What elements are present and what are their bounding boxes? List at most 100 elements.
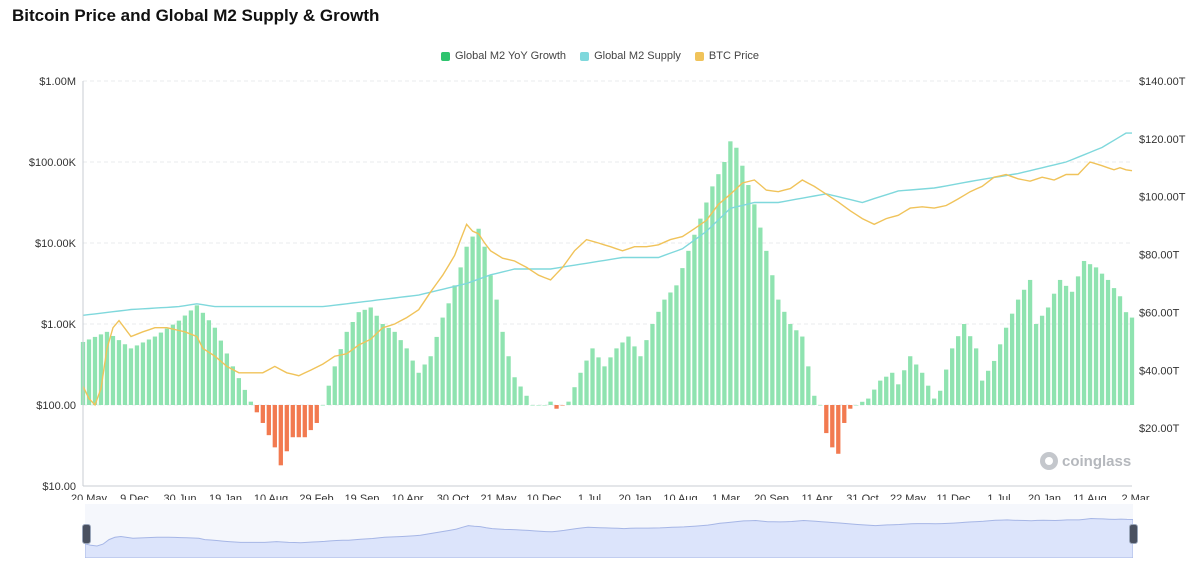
growth-bar	[1057, 279, 1063, 405]
growth-bar	[800, 336, 805, 405]
growth-bar	[979, 380, 985, 405]
growth-bar	[788, 324, 793, 405]
legend-item-btc-price[interactable]: BTC Price	[694, 50, 760, 62]
growth-bar	[650, 324, 655, 405]
left-axis-tick-label: $10.00	[42, 481, 76, 493]
growth-bar	[1087, 264, 1093, 405]
growth-bar	[320, 405, 325, 406]
growth-bar	[764, 250, 769, 405]
growth-bar	[932, 398, 937, 405]
growth-bar	[470, 236, 475, 405]
growth-bar	[920, 372, 925, 405]
navigator-left-handle[interactable]	[82, 524, 91, 544]
growth-bar	[746, 185, 751, 405]
growth-bar	[938, 390, 943, 405]
growth-bar	[662, 299, 667, 405]
growth-bar	[722, 162, 727, 405]
growth-bar	[1009, 313, 1015, 405]
growth-bar	[974, 348, 979, 405]
growth-bar-negative	[848, 405, 853, 409]
x-axis-tick-label: 9 Dec	[120, 493, 149, 500]
growth-bar	[1099, 273, 1105, 405]
growth-bar	[530, 405, 535, 406]
growth-bar	[680, 268, 685, 405]
left-axis-tick-label: $10.00K	[35, 238, 77, 250]
growth-bar	[218, 340, 224, 405]
left-axis-tick-label: $100.00	[36, 400, 76, 412]
growth-bar	[536, 405, 541, 406]
growth-bar	[512, 377, 517, 405]
right-axis-tick-label: $20.00T	[1139, 423, 1180, 435]
growth-bar	[1039, 315, 1045, 405]
growth-bar	[1015, 299, 1021, 405]
growth-bar	[506, 356, 511, 405]
growth-bar	[734, 147, 739, 405]
legend-item-m2-growth[interactable]: Global M2 YoY Growth	[440, 50, 567, 62]
range-navigator[interactable]	[82, 504, 1138, 559]
growth-bar	[704, 202, 709, 405]
growth-bar	[632, 346, 637, 405]
growth-bar	[206, 320, 212, 405]
growth-bar	[170, 324, 176, 405]
legend-label-m2-growth: Global M2 YoY Growth	[454, 50, 567, 62]
growth-bar	[860, 401, 865, 405]
legend-label-m2-supply: Global M2 Supply	[594, 50, 681, 62]
growth-bar	[98, 334, 104, 405]
right-axis-tick-label: $120.00T	[1139, 134, 1186, 146]
growth-bar-negative	[308, 405, 313, 431]
growth-bar-negative	[554, 405, 559, 409]
x-axis-tick-label: 19 Jan	[209, 493, 242, 500]
growth-bar	[872, 389, 877, 405]
growth-bar	[1051, 293, 1057, 405]
left-axis-tick-label: $1.00M	[39, 76, 76, 88]
growth-bar	[896, 384, 901, 405]
growth-bar	[572, 387, 577, 405]
growth-bar	[416, 372, 421, 405]
coinglass-logo-icon	[1040, 452, 1058, 470]
x-axis-tick-label: 10 Dec	[527, 493, 562, 500]
growth-bar	[968, 336, 973, 405]
x-axis-tick-label: 30 Jun	[163, 493, 196, 500]
growth-bar	[698, 218, 703, 405]
growth-bar	[86, 339, 92, 405]
growth-bar	[494, 299, 499, 405]
growth-bar	[776, 299, 781, 405]
legend-swatch-btc-price	[694, 51, 704, 61]
growth-bar	[242, 389, 247, 405]
growth-bar	[362, 309, 367, 405]
growth-bar	[524, 395, 529, 405]
growth-bar	[991, 360, 997, 405]
growth-bar	[740, 165, 745, 405]
growth-bar	[380, 324, 385, 405]
growth-bar-negative	[560, 405, 565, 406]
growth-bar	[428, 356, 433, 405]
growth-bar	[914, 364, 919, 405]
growth-bar	[818, 405, 823, 406]
coinglass-watermark: coinglass	[1040, 452, 1131, 470]
growth-bar-negative	[284, 405, 289, 452]
right-axis-tick-label: $100.00T	[1139, 192, 1186, 204]
growth-bar	[176, 320, 182, 405]
growth-bar	[128, 348, 134, 405]
watermark-text: coinglass	[1062, 452, 1132, 470]
growth-bar	[200, 312, 206, 405]
growth-bar	[326, 385, 331, 405]
growth-bar	[1105, 279, 1111, 405]
right-axis-tick-label: $140.00T	[1139, 76, 1186, 88]
growth-bar	[140, 342, 146, 405]
growth-bar	[542, 405, 547, 406]
growth-bar-negative	[830, 405, 835, 448]
growth-bar	[230, 366, 236, 405]
growth-bar	[902, 370, 907, 405]
page-title: Bitcoin Price and Global M2 Supply & Gro…	[12, 6, 380, 25]
growth-bar	[794, 330, 799, 405]
growth-bar	[686, 250, 691, 405]
growth-bar-negative	[824, 405, 829, 434]
growth-bar	[944, 369, 949, 405]
legend-label-btc-price: BTC Price	[708, 50, 760, 62]
growth-bar	[884, 376, 889, 405]
growth-bar	[878, 380, 883, 405]
navigator-right-handle[interactable]	[1129, 524, 1138, 544]
legend-item-m2-supply[interactable]: Global M2 Supply	[580, 50, 681, 62]
x-axis-tick-label: 10 Aug	[254, 493, 288, 500]
